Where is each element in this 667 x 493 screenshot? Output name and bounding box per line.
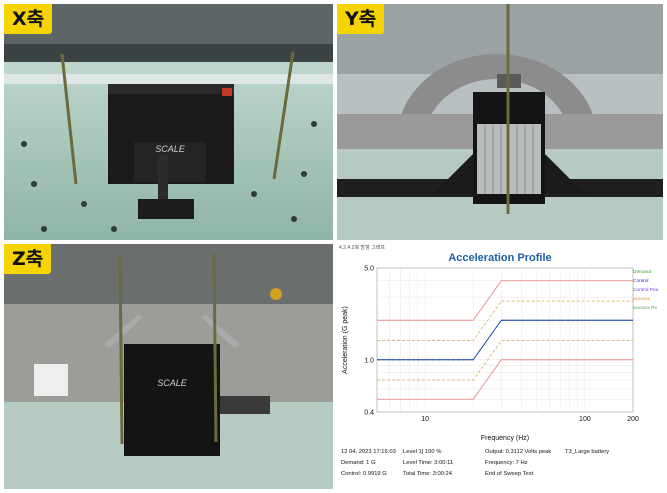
acceleration-chart: 10 100 200 5.0 1.0 0.4 Frequency (Hz) Acceler… xyxy=(342,266,639,443)
panel-z-axis: SCALE Z축 xyxy=(4,244,333,489)
z-logo-text: SCALE xyxy=(157,378,188,388)
legend-item: xxxxxxx Pe xyxy=(633,306,657,311)
legend-item: Control Pea xyxy=(633,288,659,293)
x-axis-label: X축 xyxy=(4,4,53,34)
status-total-time: Total Time: 3:00:24 xyxy=(403,471,452,477)
status-date: 12 04, 2023 17:16:03 xyxy=(341,449,396,455)
status-demand: Demand: 1 G xyxy=(341,460,376,466)
y-tick-label: 5.0 xyxy=(364,266,374,273)
status-test-name: T3_Large battery xyxy=(565,449,610,455)
status-level-time: Level Time: 3:00:11 xyxy=(403,460,454,466)
z-axis-label: Z축 xyxy=(4,244,52,274)
series-line-control xyxy=(377,319,633,361)
acceleration-profile-panel: 4.2.4 Z축 방향 그래프 Acceleration Profile 10 1… xyxy=(337,244,663,489)
status-control: Control: 0.9919 G xyxy=(341,471,387,477)
x-tick-label: 100 xyxy=(579,416,591,423)
series-line-limit-5 xyxy=(377,340,633,381)
legend-item: Demand xyxy=(633,270,652,275)
x-logo-text: SCALE xyxy=(155,144,186,154)
legend-item: Control xyxy=(633,279,649,284)
x-tick-label: 200 xyxy=(627,416,639,423)
legend-item: xxxxxxx xyxy=(633,297,650,302)
status-level: Level 1] 100 % xyxy=(403,449,442,455)
y-axis-test-photo xyxy=(337,4,663,240)
z-axis-test-photo: SCALE xyxy=(4,244,333,489)
x-axis-label: Frequency (Hz) xyxy=(481,435,529,442)
series-line-limit-4 xyxy=(377,300,633,342)
y-tick-label: 0.4 xyxy=(364,410,374,417)
y-axis-label: Y축 xyxy=(337,4,385,34)
x-tick-label: 10 xyxy=(421,416,429,423)
plot-area xyxy=(376,267,634,413)
panel-y-axis: Y축 xyxy=(337,4,663,240)
panel-x-axis: SCALE X축 xyxy=(4,4,333,240)
status-end: End of Sweep Test xyxy=(485,471,534,477)
series-line-limit-2 xyxy=(377,280,633,321)
x-axis-test-photo: SCALE xyxy=(4,4,333,240)
y-axis-label: Acceleration (G peak) xyxy=(342,306,349,374)
status-frequency: Frequency: 7 Hz xyxy=(485,460,528,466)
faint-header: 4.2.4 Z축 방향 그래프 xyxy=(339,245,385,251)
series-line-limit-3 xyxy=(377,359,633,400)
y-tick-label: 1.0 xyxy=(364,357,374,364)
status-output: Output: 0.3112 Volts peak xyxy=(485,449,552,455)
chart-title: Acceleration Profile xyxy=(448,252,552,264)
